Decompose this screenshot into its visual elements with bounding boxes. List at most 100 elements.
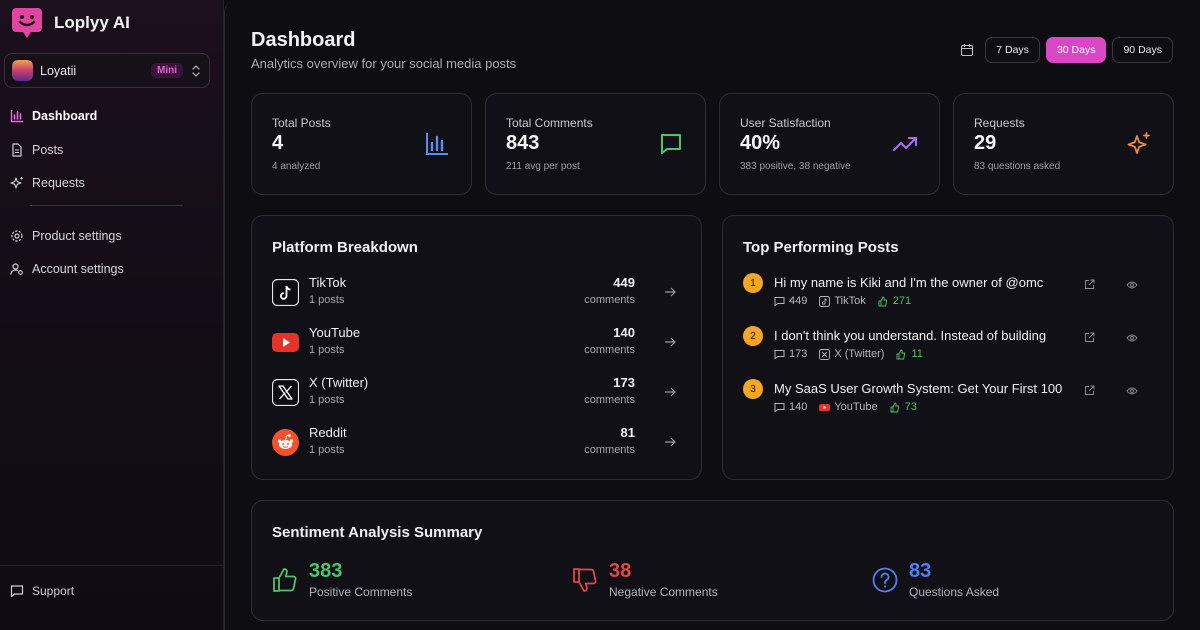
stat-label: User Satisfaction [740, 116, 831, 130]
top-post-row: 3 My SaaS User Growth System: Get Your F… [743, 379, 1153, 423]
platform-comment-count: 81 [620, 425, 635, 440]
rank-badge: 2 [743, 326, 763, 346]
support-link[interactable]: Support [10, 584, 74, 598]
youtube-icon [272, 333, 299, 352]
platform-posts: 1 posts [309, 294, 345, 306]
post-title[interactable]: Hi my name is Kiki and I'm the owner of … [774, 275, 1044, 290]
comment-icon [774, 349, 785, 359]
document-icon [10, 142, 24, 157]
stat-value: 40% [740, 132, 781, 154]
date-range-selector: 7 Days 30 Days 90 Days [960, 37, 1173, 63]
platform-comment-unit: comments [584, 444, 635, 456]
x-icon [819, 348, 831, 360]
section-title: Top Performing Posts [743, 239, 899, 256]
platform-row-x-twitter[interactable]: X (Twitter) 1 posts 173 comments [272, 373, 692, 413]
eye-icon[interactable] [1126, 279, 1138, 291]
post-meta: 449 TikTok 271 [774, 295, 923, 307]
workspace-switcher[interactable]: Loyatii Mini [4, 53, 210, 88]
platform-posts: 1 posts [309, 344, 345, 356]
sentiment-negative: 38 Negative Comments [572, 559, 772, 599]
like-count: 271 [878, 295, 911, 307]
sidebar-item-posts[interactable]: Posts [10, 138, 210, 162]
bar-chart-icon [426, 133, 448, 155]
platform-posts: 1 posts [309, 444, 345, 456]
support-label: Support [32, 584, 75, 598]
platform-tag-label: X (Twitter) [834, 348, 885, 360]
arrow-right-icon [665, 337, 676, 347]
sidebar-item-account-settings[interactable]: Account settings [10, 257, 210, 281]
sentiment-value: 383 [309, 560, 343, 582]
sidebar-item-dashboard[interactable]: Dashboard [10, 104, 210, 128]
rank-badge: 3 [743, 379, 763, 399]
platform-tag-label: YouTube [834, 401, 878, 413]
range-90-days-button[interactable]: 90 Days [1112, 37, 1173, 63]
platform-name: Reddit [309, 425, 347, 440]
stat-value: 843 [506, 132, 540, 154]
stat-value: 4 [272, 132, 284, 154]
eye-icon[interactable] [1126, 332, 1138, 344]
thumbs-up-icon [878, 296, 887, 306]
comment-count: 449 [774, 295, 807, 307]
thumbs-down-icon [573, 568, 597, 592]
section-title: Sentiment Analysis Summary [272, 524, 483, 541]
message-icon [661, 134, 681, 154]
platform-row-youtube[interactable]: YouTube 1 posts 140 comments [272, 323, 692, 363]
post-title[interactable]: I don't think you understand. Instead of… [774, 328, 1047, 343]
comment-count: 140 [774, 401, 807, 413]
brand-name: Loplyy AI [54, 13, 130, 32]
page-subtitle: Analytics overview for your social media… [251, 56, 517, 71]
sidebar-item-requests[interactable]: Requests [10, 171, 210, 195]
comment-count-value: 173 [789, 348, 808, 360]
stat-note: 83 questions asked [974, 161, 1061, 172]
platform-name: X (Twitter) [309, 375, 369, 390]
external-link-icon[interactable] [1084, 385, 1095, 396]
sparkles-icon [10, 176, 24, 190]
sentiment-summary-card: Sentiment Analysis Summary 383 Positive … [251, 500, 1174, 621]
like-count: 11 [896, 348, 923, 360]
workspace-avatar [12, 60, 33, 81]
sidebar-item-product-settings[interactable]: Product settings [10, 224, 210, 248]
range-7-days-button[interactable]: 7 Days [985, 37, 1040, 63]
comment-count-value: 140 [789, 401, 808, 413]
stat-card-total-posts: Total Posts 4 4 analyzed [251, 93, 472, 195]
platform-row-reddit[interactable]: Reddit 1 posts 81 comments [272, 423, 692, 463]
trending-up-icon [893, 137, 917, 151]
arrow-right-icon [665, 287, 676, 297]
external-link-icon[interactable] [1084, 332, 1095, 343]
platform-row-tiktok[interactable]: TikTok 1 posts 449 comments [272, 273, 692, 313]
brand[interactable]: Loplyy AI [10, 6, 130, 40]
external-link-icon[interactable] [1084, 279, 1095, 290]
plan-badge: Mini [151, 63, 183, 78]
chevron-updown-icon [192, 64, 200, 77]
gear-icon [10, 229, 24, 243]
sentiment-label: Negative Comments [609, 585, 718, 599]
sentiment-positive: 383 Positive Comments [272, 559, 472, 599]
tiktok-icon [819, 295, 831, 307]
tiktok-icon [272, 279, 299, 306]
post-meta: 140 YouTube 73 [774, 401, 929, 413]
platform-comment-count: 140 [613, 325, 635, 340]
stat-card-requests: Requests 29 83 questions asked [953, 93, 1174, 195]
eye-icon[interactable] [1126, 385, 1138, 397]
range-30-days-button[interactable]: 30 Days [1045, 37, 1107, 63]
top-post-row: 2 I don't think you understand. Instead … [743, 326, 1153, 370]
arrow-right-icon [665, 437, 676, 447]
post-title[interactable]: My SaaS User Growth System: Get Your Fir… [774, 381, 1063, 396]
top-posts-card: Top Performing Posts 1 Hi my name is Kik… [722, 215, 1174, 480]
platform-name: TikTok [309, 275, 347, 290]
comment-icon [774, 296, 785, 306]
bar-chart-icon [10, 109, 24, 123]
platform-tag-label: TikTok [834, 295, 866, 307]
stat-note: 211 avg per post [506, 161, 580, 172]
like-count-value: 73 [904, 401, 917, 413]
calendar-icon [960, 43, 974, 57]
logo-icon [12, 8, 42, 38]
thumbs-up-icon [897, 349, 906, 359]
stat-note: 383 positive, 38 negative [740, 161, 851, 172]
x-icon [272, 379, 299, 406]
sidebar-footer: Support [0, 565, 224, 630]
comment-count-value: 449 [789, 295, 808, 307]
sidebar-item-label: Dashboard [32, 109, 98, 123]
post-meta: 173 X (Twitter) 11 [774, 348, 935, 360]
platform-name: YouTube [309, 325, 361, 340]
